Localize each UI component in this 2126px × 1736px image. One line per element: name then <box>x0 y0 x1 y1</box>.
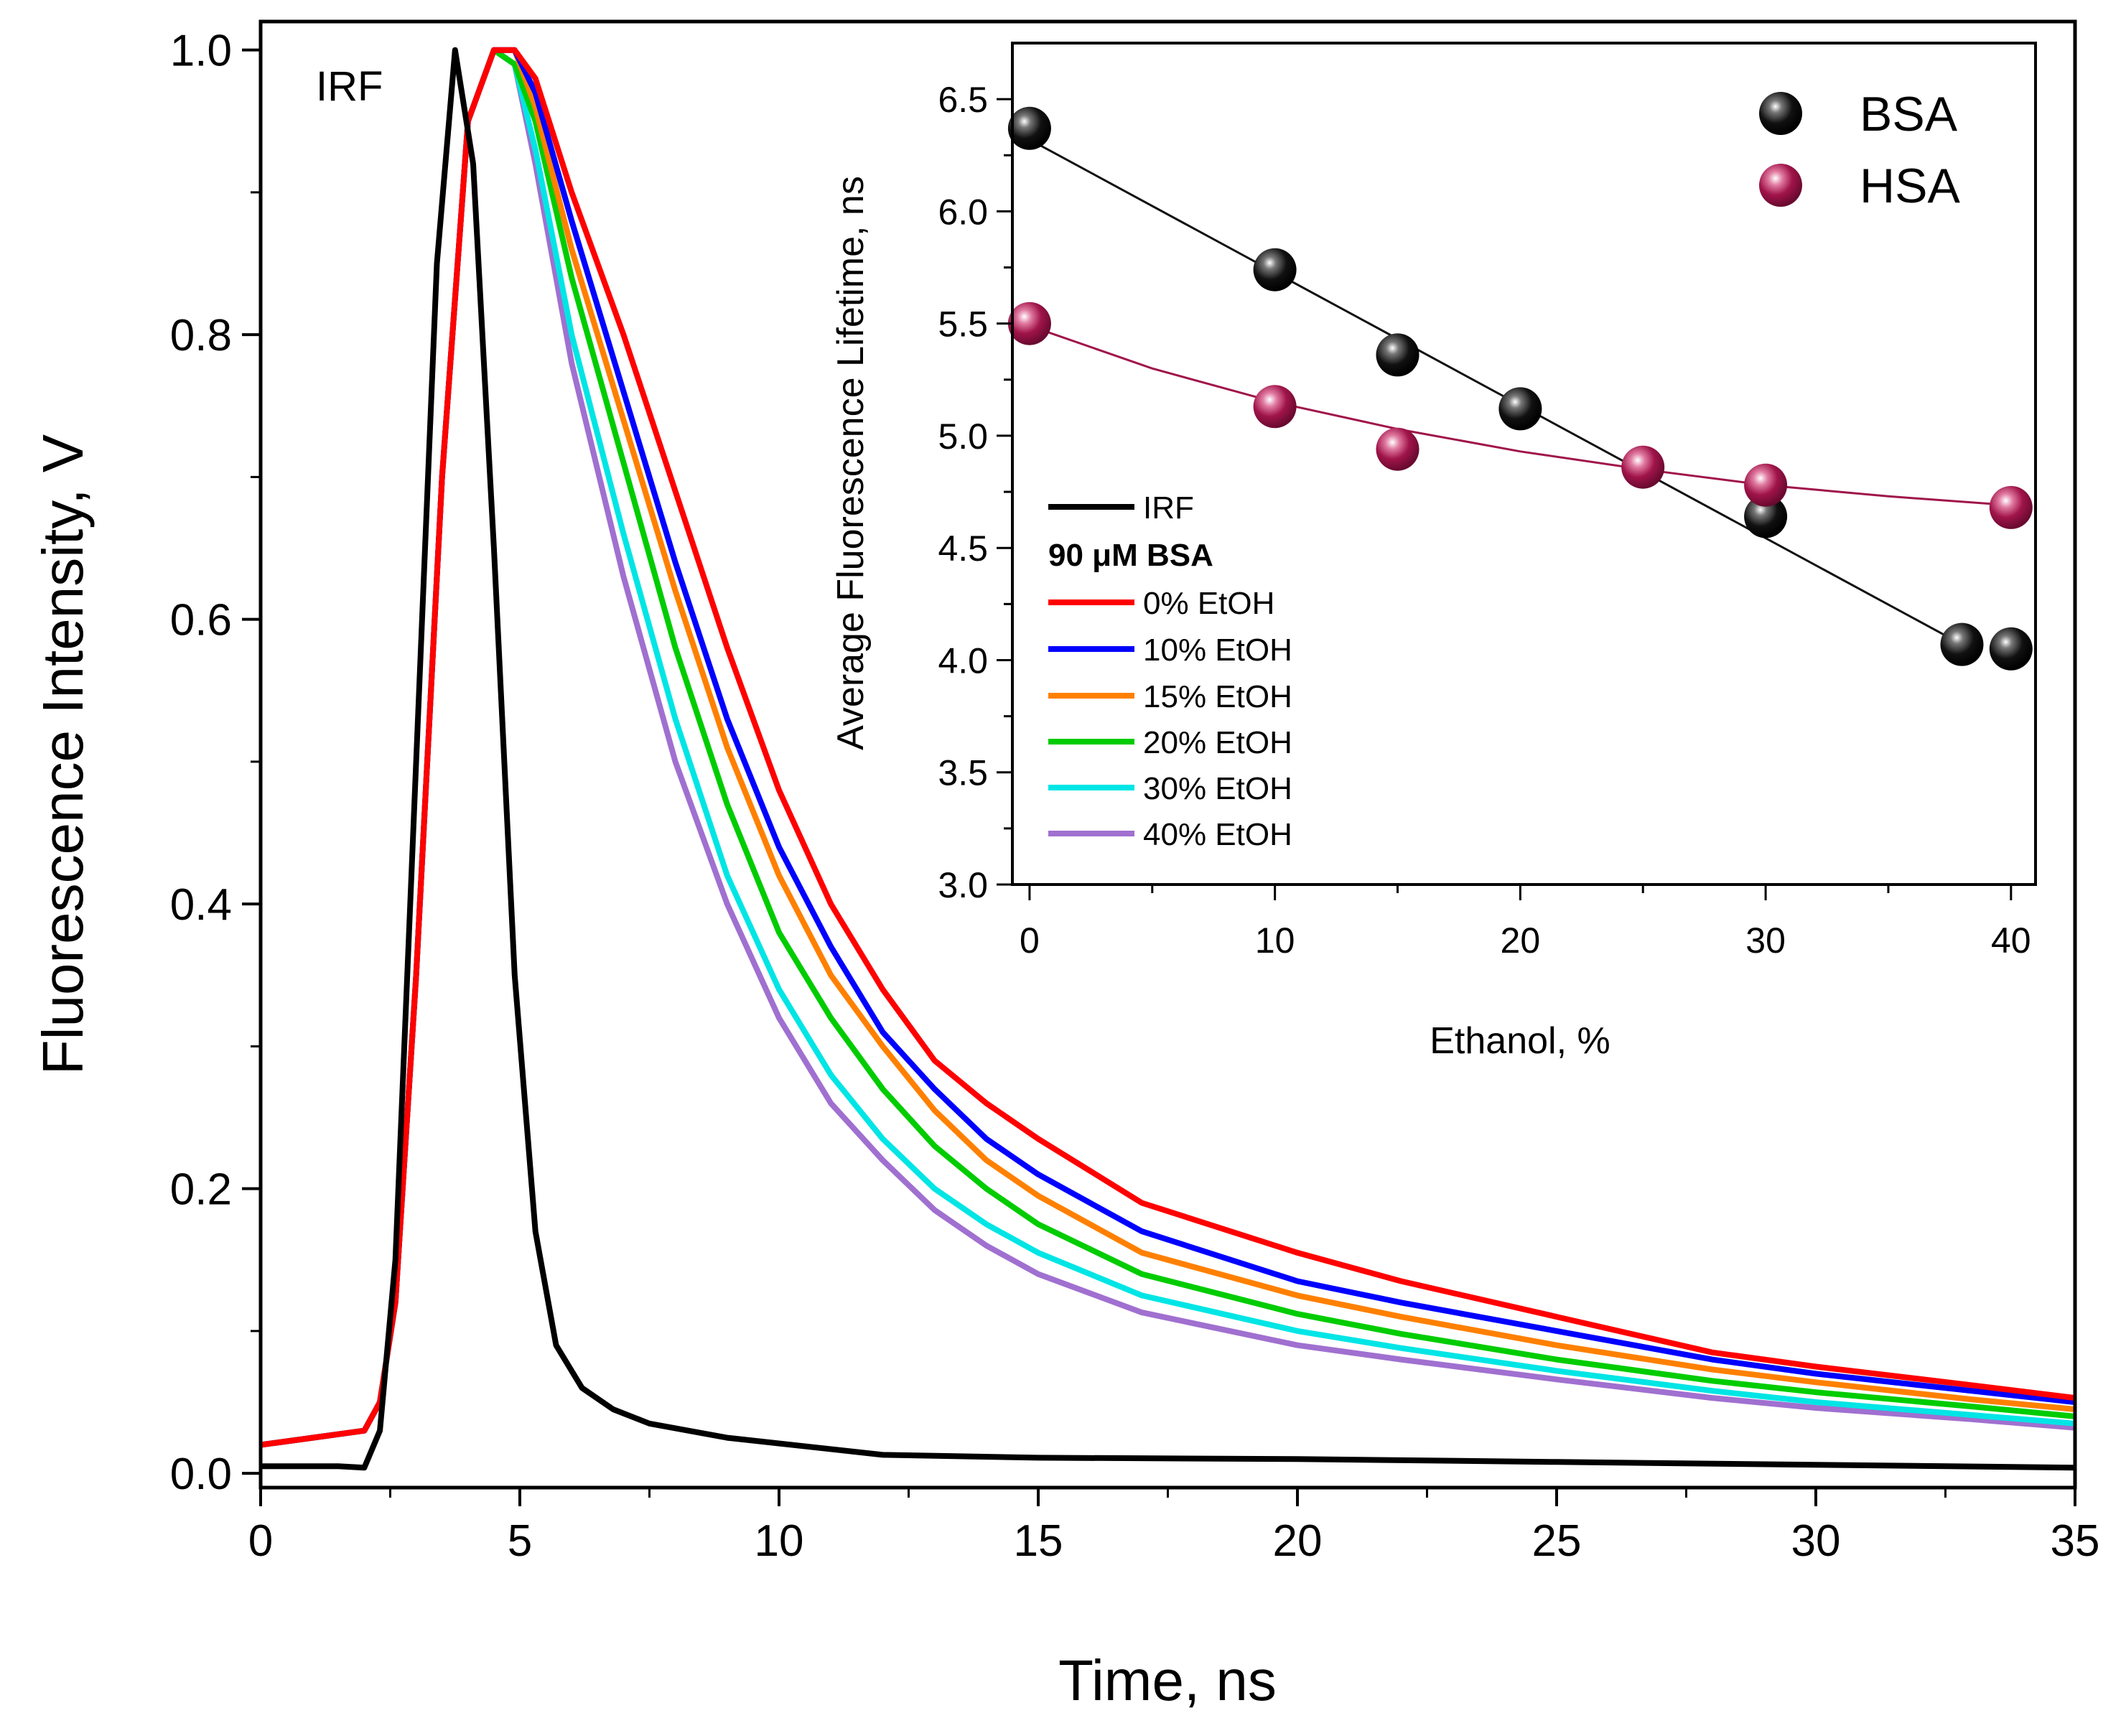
main-x-tick-label: 25 <box>1532 1516 1582 1566</box>
inset-points <box>1007 106 2033 671</box>
data-point-hsa <box>1744 463 1788 507</box>
inset-y-tick-label: 5.0 <box>938 416 988 457</box>
inset-y-tick-label: 3.5 <box>938 753 988 793</box>
inset-background <box>1012 43 2036 885</box>
main-series <box>260 47 2076 1471</box>
main-x-axis-label: Time, ns <box>1058 1648 1277 1712</box>
irf-annotation: IRF <box>316 63 383 110</box>
inset-y-tick-label: 3.0 <box>938 865 988 905</box>
data-point-bsa <box>1376 333 1419 377</box>
data-point-hsa <box>1989 485 2033 529</box>
legend-label-bsa: BSA <box>1860 87 1958 141</box>
inset-plot-frame <box>1011 42 2037 886</box>
scatter-legend: BSA HSA <box>1759 87 1960 213</box>
data-point-hsa <box>1007 302 1051 345</box>
legend-label-15pct: 15% EtOH <box>1143 679 1292 714</box>
inset-axes: 0 10 20 30 40 3.0 3.5 4.0 4.5 5.0 5.5 6.0 6.5 <box>938 80 2031 961</box>
data-point-hsa <box>1253 385 1297 429</box>
inset-x-tick-label: 10 <box>1255 920 1295 961</box>
legend-label-irf: IRF <box>1143 490 1194 526</box>
main-y-tick-label: 0.0 <box>170 1450 232 1499</box>
data-point-bsa <box>1007 106 1051 150</box>
data-point-hsa <box>1621 445 1665 489</box>
main-x-tick-label: 35 <box>2051 1516 2100 1566</box>
main-y-axis-label: Fluorescence Intensity, V <box>31 434 95 1075</box>
data-point-bsa <box>1940 622 1984 666</box>
data-point-bsa <box>1253 248 1297 291</box>
decay-legend: IRF 90 μM BSA 0% EtOH 10% EtOH 15% EtOH … <box>1048 490 1292 852</box>
main-x-tick-label: 0 <box>248 1516 273 1566</box>
legend-title: 90 μM BSA <box>1048 538 1213 573</box>
inset-y-tick-label: 4.5 <box>938 528 988 569</box>
legend-label-40pct: 40% EtOH <box>1143 817 1292 852</box>
inset-x-tick-label: 30 <box>1745 920 1786 961</box>
inset-y-axis-label: Average Fluorescence Lifetime, ns <box>830 176 872 750</box>
inset-fit-lines <box>1029 139 2011 645</box>
inset-x-tick-label: 40 <box>1991 920 2031 961</box>
main-y-tick-label: 0.8 <box>170 311 232 360</box>
legend-label-10pct: 10% EtOH <box>1143 633 1292 668</box>
fit-line-hsa <box>1029 325 2011 507</box>
main-y-tick-label: 0.2 <box>170 1165 232 1215</box>
main-x-tick-label: 5 <box>508 1516 532 1566</box>
data-point-bsa <box>1744 495 1788 538</box>
legend-label-20pct: 20% EtOH <box>1143 725 1292 760</box>
legend-label-0pct: 0% EtOH <box>1143 586 1274 621</box>
main-y-tick-label: 0.6 <box>170 596 232 645</box>
inset-x-tick-label: 20 <box>1501 920 1541 961</box>
legend-label-hsa: HSA <box>1860 159 1960 213</box>
fit-line-bsa <box>1029 139 1963 645</box>
data-point-bsa <box>1498 387 1542 431</box>
inset-y-tick-label: 5.5 <box>938 304 988 345</box>
inset-x-axis-label: Ethanol, % <box>1430 1020 1610 1062</box>
main-x-tick-label: 30 <box>1791 1516 1841 1566</box>
main-x-tick-label: 15 <box>1014 1516 1063 1566</box>
inset-x-tick-label: 0 <box>1020 920 1040 961</box>
data-point-bsa <box>1989 627 2033 671</box>
main-y-tick-label: 1.0 <box>170 27 232 76</box>
legend-marker-bsa <box>1759 92 1802 135</box>
series-line-0pct-etoh <box>260 47 2076 1448</box>
main-x-tick-label: 20 <box>1273 1516 1323 1566</box>
inset-y-tick-label: 6.5 <box>938 80 988 120</box>
main-x-tick-label: 10 <box>755 1516 804 1566</box>
main-axes: 0 5 10 15 20 25 30 35 0.0 0.2 0.4 0.6 0.8 1.0 <box>170 27 2100 1566</box>
data-point-hsa <box>1376 427 1419 471</box>
series-line-irf <box>261 47 2076 1471</box>
inset-y-tick-label: 6.0 <box>938 192 988 232</box>
inset-y-tick-label: 4.0 <box>938 640 988 681</box>
legend-marker-hsa <box>1759 164 1802 207</box>
legend-label-30pct: 30% EtOH <box>1143 771 1292 806</box>
main-y-tick-label: 0.4 <box>170 880 232 930</box>
